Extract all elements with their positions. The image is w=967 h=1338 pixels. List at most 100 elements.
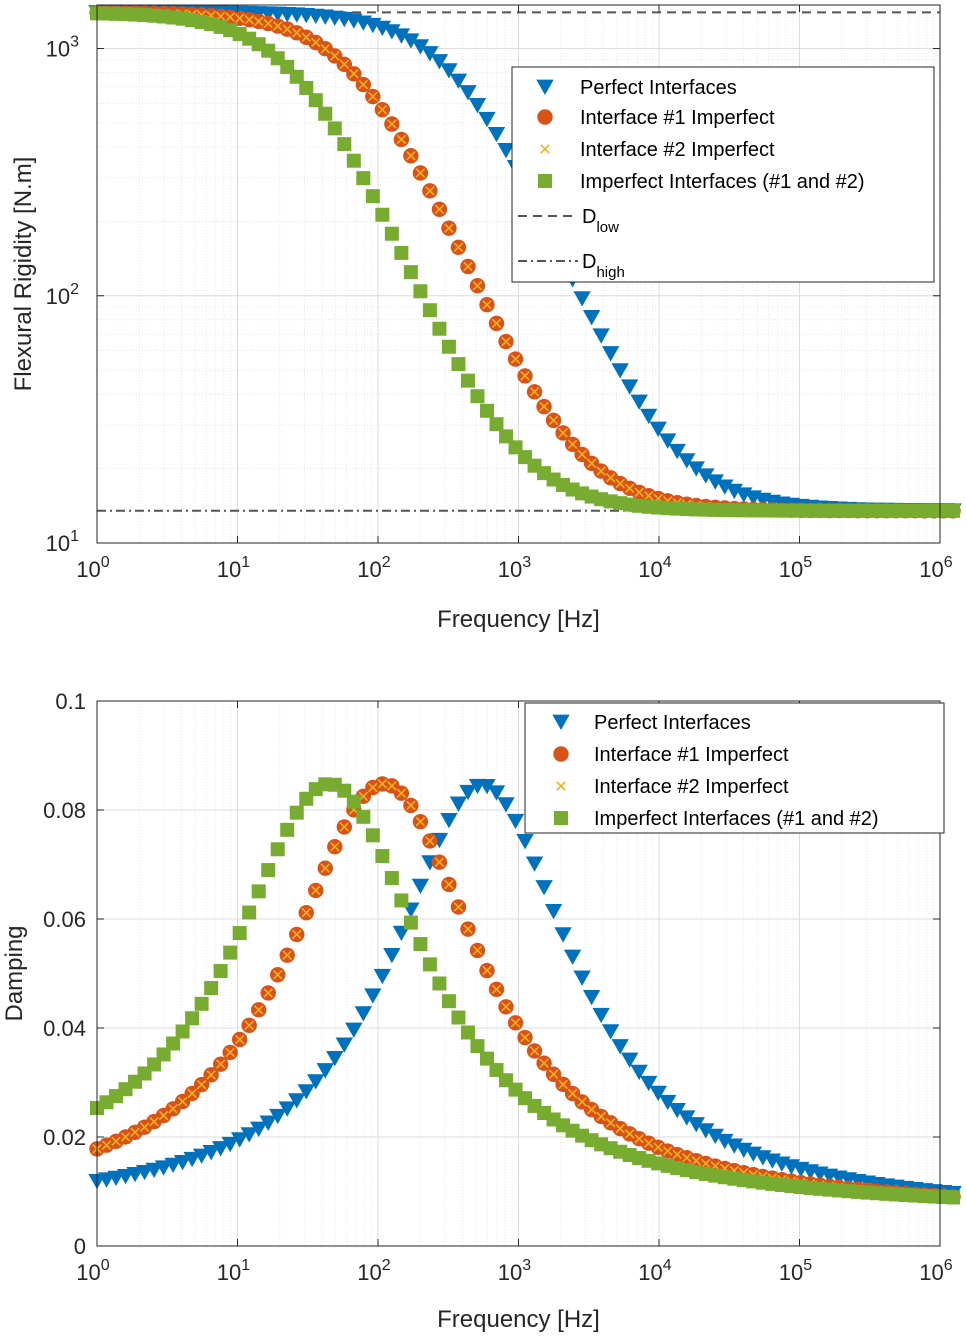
marker-x [149,1116,159,1127]
marker-triangle [678,453,696,469]
marker-square [204,981,219,996]
marker-x [406,800,416,811]
marker-x [368,782,378,793]
marker-square [432,321,447,336]
marker-triangle [411,39,430,55]
marker-x [168,1104,178,1114]
marker-triangle [697,1123,715,1139]
marker-triangle [716,1133,734,1150]
marker-square [337,137,352,152]
marker-triangle [364,988,382,1004]
marker-x [406,150,416,161]
marker-triangle [640,408,658,425]
marker-x [558,1079,568,1090]
marker-triangle [230,1132,249,1148]
marker-triangle [459,85,477,101]
marker-square [441,994,456,1009]
marker-triangle [221,1136,239,1153]
marker-x [577,1097,587,1107]
marker-x [453,902,464,912]
marker-square [280,822,295,837]
y-tick-label: 0.06 [43,907,86,932]
legend: Perfect Interfaces Interface #1 Imperfect… [511,66,935,283]
marker-x [301,907,312,918]
marker-square [375,207,390,222]
marker-x [567,439,578,450]
marker-triangle [611,1039,629,1055]
marker-x [567,1088,578,1099]
marker-x [263,18,273,29]
marker-triangle [506,813,525,830]
y-tick-label: 101 [46,528,79,556]
marker-square [175,1024,190,1039]
legend-label: Perfect Interfaces [594,712,751,734]
legend-label: Interface #1 Imperfect [594,744,789,766]
legend-label: Imperfect Interfaces (#1 and #2) [594,808,879,830]
marker-x [596,1111,606,1122]
marker-x [253,16,264,27]
marker-x [596,466,606,476]
marker-triangle [687,461,705,477]
marker-x [510,1018,521,1028]
marker-x [320,863,331,873]
marker-x [282,950,293,960]
marker-triangle [307,1074,325,1090]
series-3 [90,6,961,518]
marker-triangle [687,1117,705,1133]
marker-x [311,885,321,896]
marker-triangle [192,1148,211,1164]
marker-triangle [552,714,570,730]
y-tick-label: 102 [46,281,79,309]
marker-triangle [668,443,686,460]
marker-x [520,371,530,381]
x-tick-label: 104 [638,1257,671,1285]
marker-triangle [411,878,430,894]
marker-square [451,1010,466,1025]
marker-triangle [563,949,582,965]
marker-square [223,945,238,960]
marker-square [384,871,399,886]
marker-triangle [582,989,601,1006]
marker-x [556,781,566,791]
marker-triangle [525,856,544,872]
marker-x [311,37,321,48]
marker-x [672,1149,682,1160]
marker-triangle [468,97,487,114]
marker-triangle [478,111,496,128]
marker-x [368,91,378,102]
legend-label: Imperfect Interfaces (#1 and #2) [580,171,865,193]
marker-square [185,1011,200,1026]
marker-triangle [440,812,458,829]
marker-square [270,842,285,857]
marker-x [540,144,550,154]
marker-x [101,1140,112,1150]
marker-triangle [183,1151,201,1168]
marker-x [387,781,397,791]
x-tick-label: 101 [217,554,250,582]
marker-triangle [392,28,411,44]
marker-triangle [449,73,468,89]
marker-square [441,339,456,354]
marker-square [194,996,209,1011]
x-tick-label: 101 [217,1257,250,1285]
marker-x [415,168,426,178]
marker-x [425,836,435,846]
marker-triangle [202,1145,220,1161]
marker-x [491,318,502,329]
marker-triangle [659,1094,677,1111]
marker-square [318,106,333,121]
marker-square [242,905,257,920]
marker-triangle [620,1052,639,1068]
marker-x [253,1005,264,1015]
marker-x [415,816,426,827]
marker-square [384,226,399,241]
marker-x [681,1152,692,1163]
marker-triangle [250,1121,268,1137]
marker-x [605,472,616,483]
marker-square [356,809,371,824]
marker-square [422,957,437,972]
marker-square [166,1036,181,1051]
marker-x [501,1002,511,1012]
marker-square [413,284,428,299]
